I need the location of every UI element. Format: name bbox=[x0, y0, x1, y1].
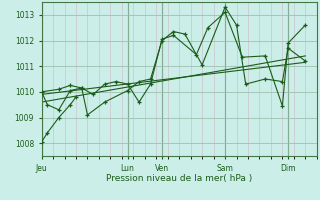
X-axis label: Pression niveau de la mer( hPa ): Pression niveau de la mer( hPa ) bbox=[106, 174, 252, 183]
